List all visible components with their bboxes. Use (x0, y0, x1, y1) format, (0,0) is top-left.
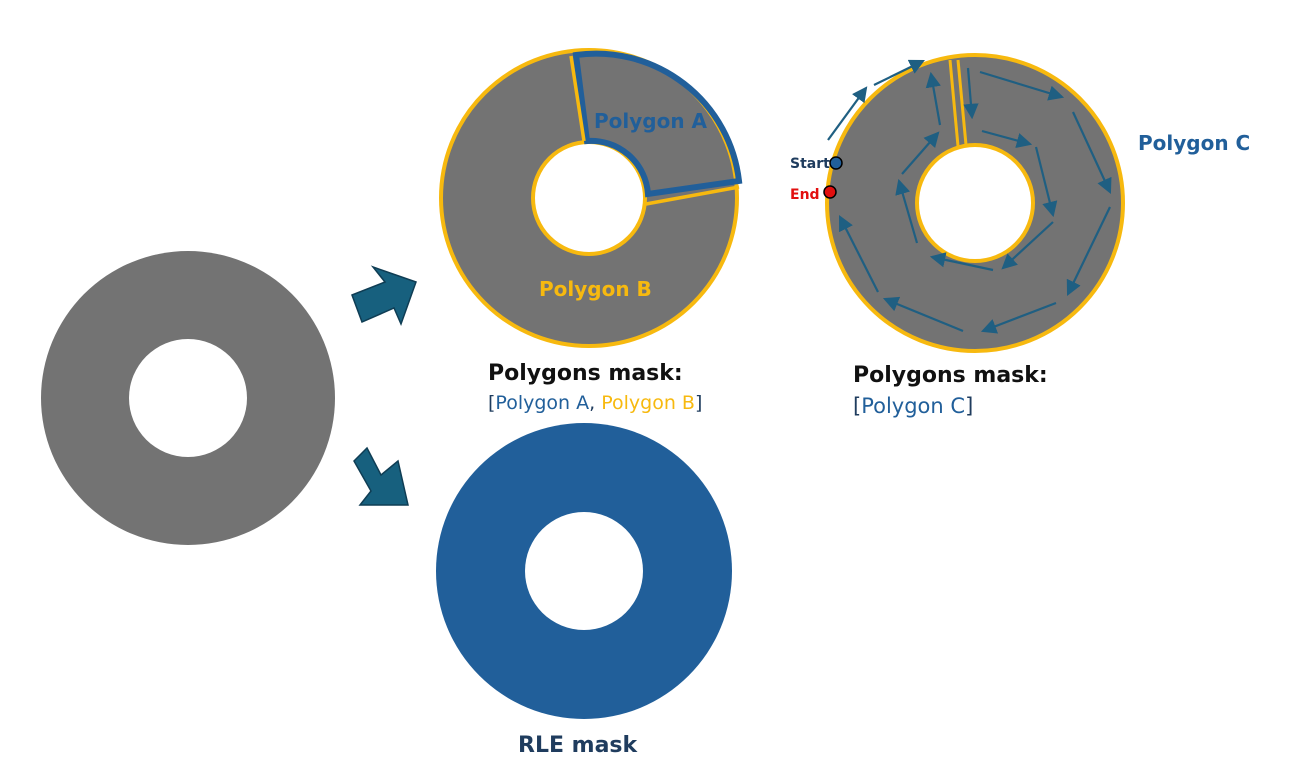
arrow-up-right-icon (351, 265, 417, 327)
end-label: End (790, 187, 820, 203)
mask-caption-ab: Polygons mask: [Polygon A, Polygon B] (488, 361, 702, 414)
rle-mask-label: RLE mask (518, 733, 639, 758)
start-label: Start (790, 156, 830, 172)
mask-list-ab: [Polygon A, Polygon B] (488, 392, 702, 414)
polygon-c-label: Polygon C (1138, 131, 1250, 155)
arrow-down-right-icon (353, 446, 409, 506)
rle-donut (436, 423, 732, 719)
source-donut (41, 251, 335, 545)
polygon-b-label: Polygon B (539, 277, 652, 301)
polygon-c-donut: Start End Polygon C (790, 53, 1250, 353)
mask-title-c: Polygons mask: (853, 363, 1048, 388)
end-point (823, 185, 837, 199)
polygon-a-outline (572, 50, 743, 198)
mask-list-c: [Polygon C] (853, 394, 973, 418)
split-donut: Polygon A Polygon B (439, 48, 743, 348)
traversal-arrows (827, 59, 1112, 334)
mask-caption-c: Polygons mask: [Polygon C] (853, 363, 1048, 418)
polygon-a-label: Polygon A (594, 109, 708, 133)
start-point (829, 156, 843, 170)
mask-title-ab: Polygons mask: (488, 361, 683, 386)
